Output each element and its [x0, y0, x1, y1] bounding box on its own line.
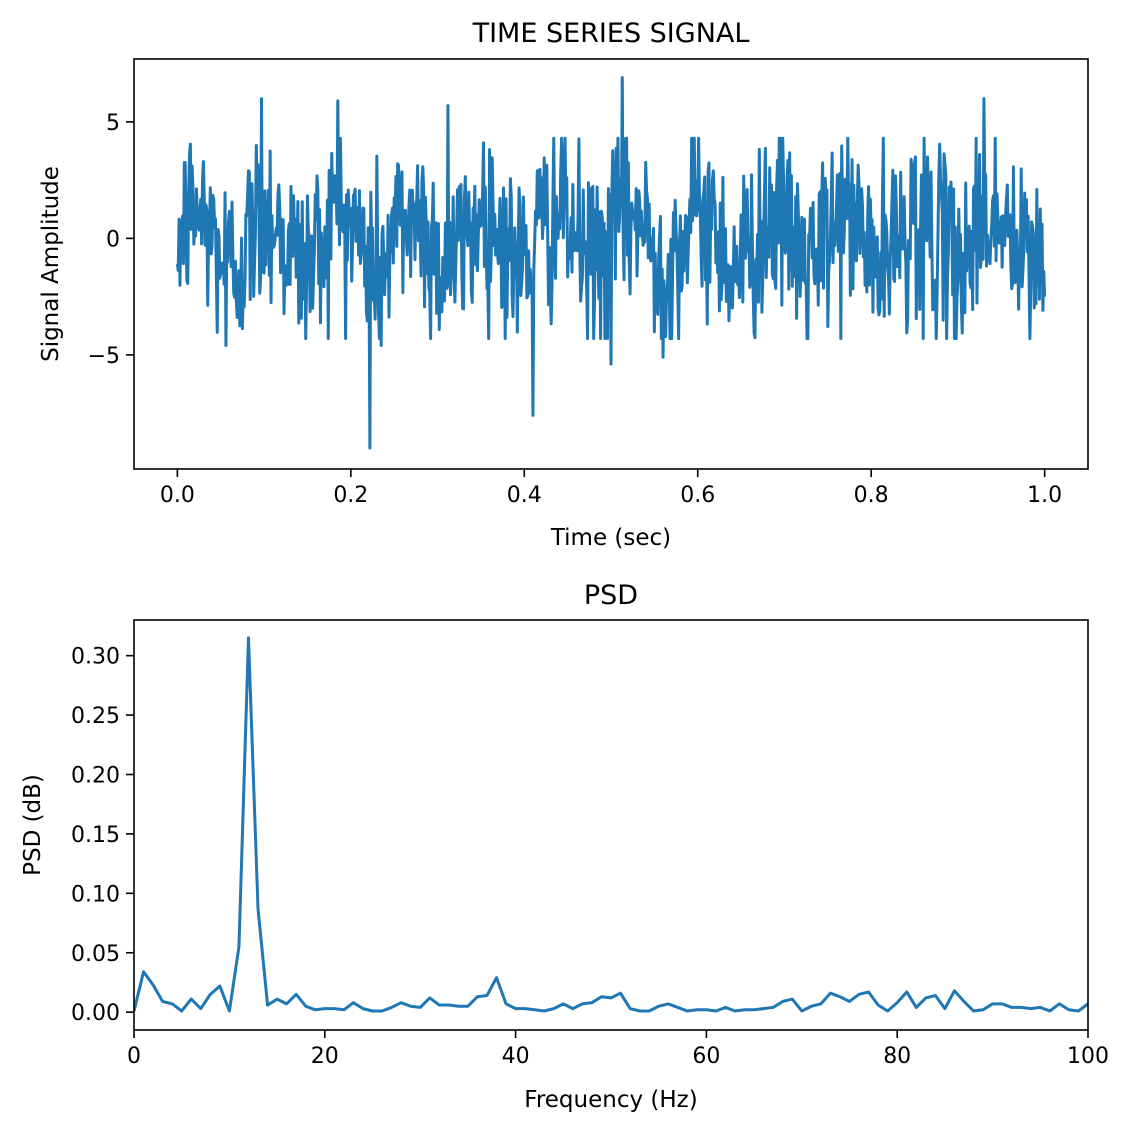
time-series-axes-frame: [133, 58, 1089, 470]
time-series-y-axis-label: Signal Amplitude: [38, 166, 64, 362]
psd-y-axis-label: PSD (dB): [20, 774, 46, 876]
time-series-x-tick-label: 0.8: [854, 483, 889, 508]
psd-axes-frame: [133, 619, 1089, 1031]
time-series-series-line: [175, 76, 1047, 450]
time-series-chart: TIME SERIES SIGNAL 0.0 0.2 0.4 0.6 0.8 1.0 −5…: [38, 18, 1089, 551]
psd-y-ticks: 0.00 0.05 0.10 0.15 0.20 0.25 0.30: [71, 645, 134, 1026]
time-series-y-tick-label: 5: [106, 111, 120, 136]
psd-series-line: [134, 636, 1088, 1013]
time-series-x-tick-label: 0.6: [680, 483, 715, 508]
psd-x-axis-label: Frequency (Hz): [524, 1087, 697, 1113]
time-series-x-axis-label: Time (sec): [550, 525, 671, 551]
psd-x-tick-label: 40: [502, 1044, 530, 1069]
psd-y-tick-label: 0.00: [71, 1001, 120, 1026]
psd-title: PSD: [584, 580, 638, 611]
psd-y-tick-label: 0.10: [71, 882, 120, 907]
time-series-line-group: [175, 76, 1047, 450]
time-series-x-tick-label: 1.0: [1027, 483, 1062, 508]
time-series-y-tick-label: 0: [106, 227, 120, 252]
time-series-y-ticks: −5 0 5: [88, 111, 134, 369]
psd-chart: PSD 0 20 40 60 80 100 0.00 0.05 0.10 0.15 0.20 0.2…: [20, 580, 1109, 1113]
psd-x-tick-label: 100: [1067, 1044, 1109, 1069]
psd-y-tick-label: 0.30: [71, 645, 120, 670]
time-series-title: TIME SERIES SIGNAL: [472, 18, 750, 49]
psd-x-tick-label: 0: [127, 1044, 141, 1069]
psd-y-tick-label: 0.05: [71, 942, 120, 967]
time-series-x-tick-label: 0.2: [333, 483, 368, 508]
psd-x-ticks: 0 20 40 60 80 100: [127, 1030, 1109, 1069]
psd-line-group: [134, 636, 1088, 1013]
time-series-y-tick-label: −5: [88, 344, 120, 369]
psd-y-tick-label: 0.25: [71, 704, 120, 729]
time-series-x-tick-label: 0.0: [160, 483, 195, 508]
psd-y-tick-label: 0.20: [71, 763, 120, 788]
psd-x-tick-label: 20: [311, 1044, 339, 1069]
psd-x-tick-label: 80: [883, 1044, 911, 1069]
time-series-x-ticks: 0.0 0.2 0.4 0.6 0.8 1.0: [160, 469, 1062, 508]
psd-y-tick-label: 0.15: [71, 823, 120, 848]
psd-x-tick-label: 60: [692, 1044, 720, 1069]
time-series-x-tick-label: 0.4: [507, 483, 542, 508]
